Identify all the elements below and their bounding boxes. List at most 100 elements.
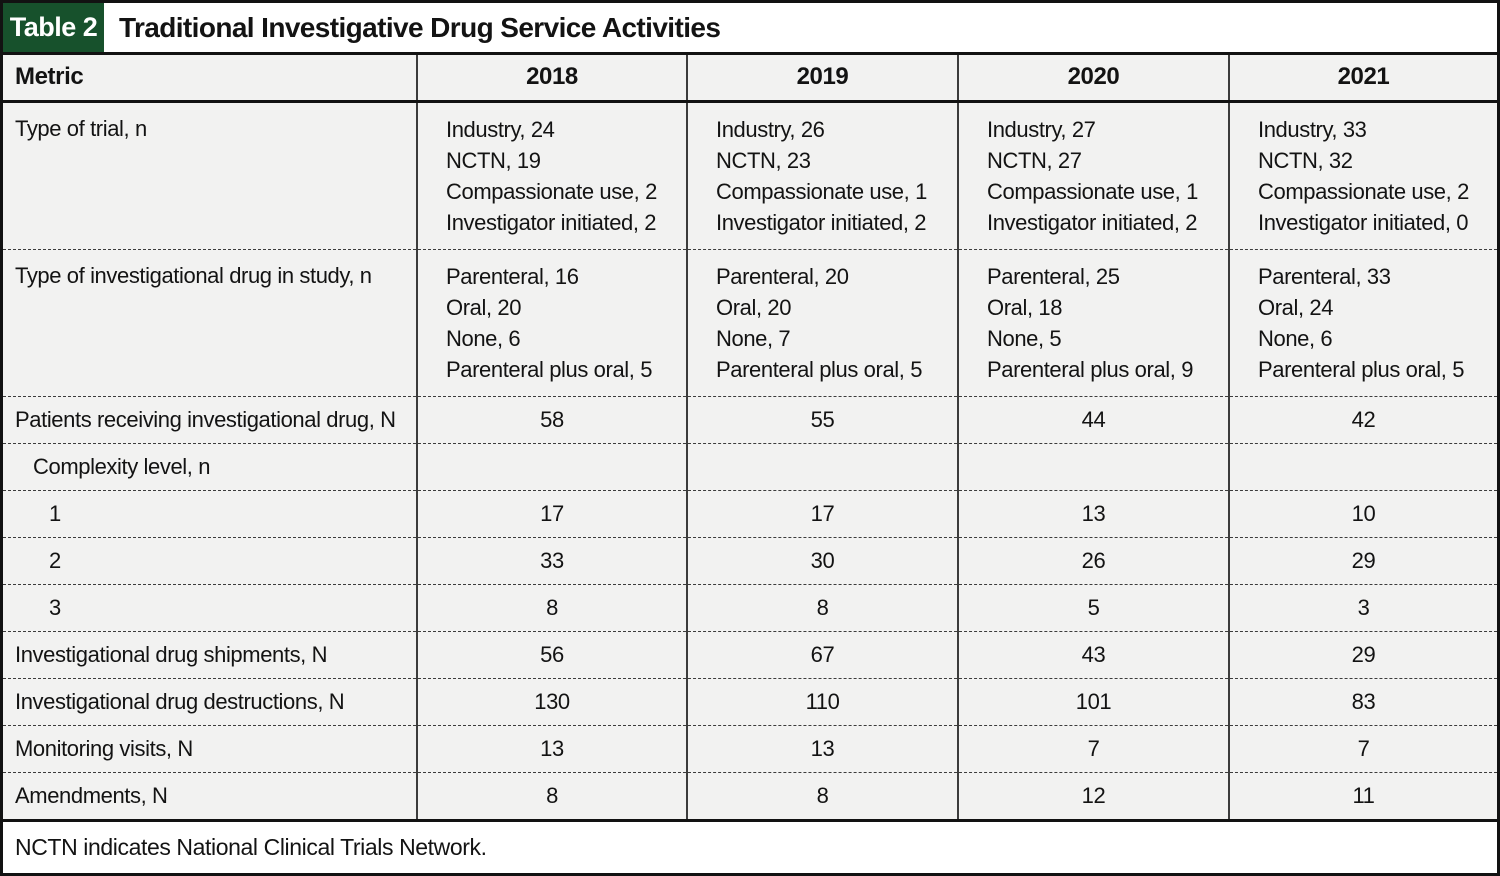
value-cell: Industry, 24 NCTN, 19 Compassionate use, 2…	[416, 101, 687, 249]
value-cell	[1228, 442, 1497, 490]
metric-label: Investigational drug destructions, N	[3, 677, 417, 725]
value-line: Industry, 33	[1258, 116, 1367, 142]
value-cell: 12	[957, 771, 1229, 819]
value-line: Compassionate use, 1	[987, 178, 1198, 204]
table-title-bar: Table 2 Traditional Investigative Drug S…	[3, 3, 1497, 55]
value-cell: 130	[416, 677, 687, 725]
value-line: Investigator initiated, 2	[446, 209, 657, 235]
value-cell: 10	[1228, 489, 1497, 537]
value-cell: 17	[416, 489, 687, 537]
table-row: Complexity level, n	[3, 442, 1497, 490]
metric-label: Type of trial, n	[3, 101, 417, 249]
value-line: None, 7	[716, 325, 791, 351]
value-cell: 58	[416, 395, 687, 443]
table-body: Type of trial, n Industry, 24 NCTN, 19 Comp…	[3, 101, 1497, 819]
value-line: Parenteral, 16	[446, 263, 579, 289]
value-cell: 43	[957, 630, 1229, 678]
value-line: Industry, 26	[716, 116, 825, 142]
table-footnote: NCTN indicates National Clinical Trials …	[3, 819, 1497, 873]
metric-label: Type of investigational drug in study, n	[3, 248, 417, 396]
value-cell: 55	[686, 395, 958, 443]
metric-label: 2	[3, 536, 417, 584]
value-cell: 83	[1228, 677, 1497, 725]
value-cell: 29	[1228, 630, 1497, 678]
value-cell: 29	[1228, 536, 1497, 584]
table-row: Investigational drug destructions, N 130 1…	[3, 677, 1497, 725]
value-line: Parenteral plus oral, 5	[716, 356, 923, 382]
value-cell: Parenteral, 16 Oral, 20 None, 6 Parenteral …	[416, 248, 687, 396]
value-line: Compassionate use, 1	[716, 178, 927, 204]
table-row: Type of investigational drug in study, n…	[3, 248, 1497, 396]
table-row: 1 17 17 13 10	[3, 489, 1497, 537]
value-line: NCTN, 23	[716, 147, 811, 173]
metric-label: Complexity level, n	[3, 442, 417, 490]
metric-label: Investigational drug shipments, N	[3, 630, 417, 678]
value-cell: 44	[957, 395, 1229, 443]
value-cell: 13	[686, 724, 958, 772]
value-line: Compassionate use, 2	[1258, 178, 1469, 204]
value-line: NCTN, 32	[1258, 147, 1353, 173]
table-row: Amendments, N 8 8 12 11	[3, 771, 1497, 819]
value-line: Investigator initiated, 2	[987, 209, 1198, 235]
table-row: Monitoring visits, N 13 13 7 7	[3, 724, 1497, 772]
value-cell	[957, 442, 1229, 490]
value-line: Parenteral, 20	[716, 263, 849, 289]
value-cell: 8	[686, 771, 958, 819]
metric-label: Patients receiving investigational drug,…	[3, 395, 417, 443]
value-line: NCTN, 27	[987, 147, 1082, 173]
value-cell: 42	[1228, 395, 1497, 443]
value-cell: 26	[957, 536, 1229, 584]
value-cell: 5	[957, 583, 1229, 631]
value-line: Industry, 27	[987, 116, 1096, 142]
column-header-year: 2019	[686, 55, 958, 103]
value-line: Parenteral, 33	[1258, 263, 1391, 289]
value-cell: Parenteral, 33 Oral, 24 None, 6 Parenteral …	[1228, 248, 1497, 396]
value-cell: 56	[416, 630, 687, 678]
value-cell: Industry, 33 NCTN, 32 Compassionate use, 2…	[1228, 101, 1497, 249]
value-cell: 11	[1228, 771, 1497, 819]
value-cell: 7	[1228, 724, 1497, 772]
value-cell: 13	[957, 489, 1229, 537]
column-header-metric: Metric	[3, 55, 417, 103]
value-line: Parenteral plus oral, 9	[987, 356, 1194, 382]
value-cell: 17	[686, 489, 958, 537]
header-row: Metric 2018 2019 2020 2021	[3, 55, 1497, 103]
value-cell: Industry, 27 NCTN, 27 Compassionate use, 1…	[957, 101, 1229, 249]
table-number-tag: Table 2	[3, 3, 104, 52]
column-header-year: 2021	[1228, 55, 1497, 103]
value-line: NCTN, 19	[446, 147, 541, 173]
value-cell: 13	[416, 724, 687, 772]
value-cell: 30	[686, 536, 958, 584]
value-cell: Parenteral, 25 Oral, 18 None, 5 Parenteral …	[957, 248, 1229, 396]
value-line: Oral, 20	[716, 294, 792, 320]
value-cell: 67	[686, 630, 958, 678]
value-cell: 8	[686, 583, 958, 631]
value-cell: Industry, 26 NCTN, 23 Compassionate use, 1…	[686, 101, 958, 249]
table-title: Traditional Investigative Drug Service A…	[119, 11, 721, 43]
table-row: Investigational drug shipments, N 56 67 43 2…	[3, 630, 1497, 678]
value-line: None, 6	[446, 325, 521, 351]
value-cell	[416, 442, 687, 490]
column-header-year: 2018	[416, 55, 687, 103]
value-line: None, 6	[1258, 325, 1333, 351]
value-cell: 8	[416, 583, 687, 631]
value-cell: 7	[957, 724, 1229, 772]
metric-label: Amendments, N	[3, 771, 417, 819]
value-cell	[686, 442, 958, 490]
value-line: Industry, 24	[446, 116, 555, 142]
table-row: Patients receiving investigational drug,…	[3, 395, 1497, 443]
value-line: Investigator initiated, 0	[1258, 209, 1469, 235]
value-line: Oral, 20	[446, 294, 522, 320]
value-line: None, 5	[987, 325, 1062, 351]
value-line: Oral, 24	[1258, 294, 1334, 320]
value-cell: 8	[416, 771, 687, 819]
data-table: Metric 2018 2019 2020 2021 Type of trial, n I…	[3, 55, 1497, 819]
column-header-year: 2020	[957, 55, 1229, 103]
table-row: Type of trial, n Industry, 24 NCTN, 19 Comp…	[3, 101, 1497, 249]
value-cell: 101	[957, 677, 1229, 725]
value-cell: 3	[1228, 583, 1497, 631]
table-row: 2 33 30 26 29	[3, 536, 1497, 584]
value-line: Parenteral plus oral, 5	[446, 356, 653, 382]
